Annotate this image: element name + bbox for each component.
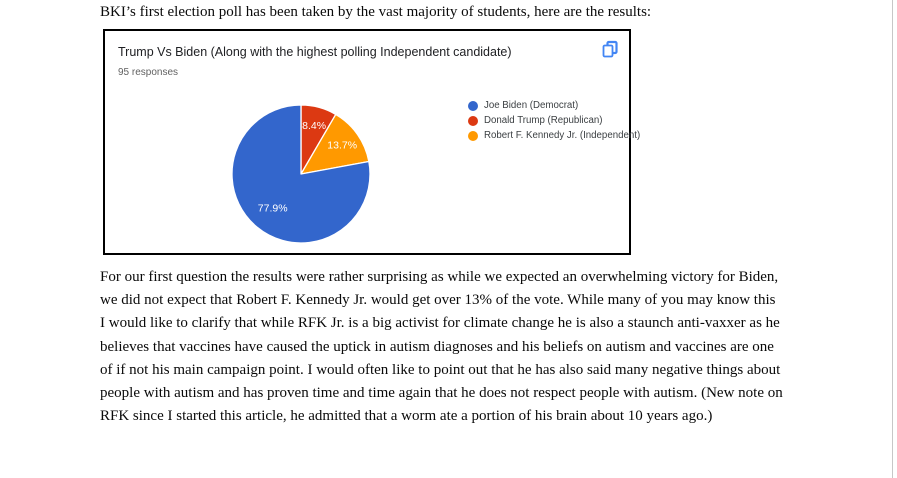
legend-dot-trump xyxy=(468,116,478,126)
legend-dot-biden xyxy=(468,101,478,111)
page-edge-line xyxy=(892,0,893,478)
copy-chart-button[interactable] xyxy=(599,39,621,61)
poll-chart-card: Trump Vs Biden (Along with the highest p… xyxy=(103,29,640,255)
legend-dot-rfk xyxy=(468,131,478,141)
legend-item-biden: Joe Biden (Democrat) xyxy=(468,101,640,111)
copy-icon xyxy=(602,40,618,58)
pie-slice-label: 13.7% xyxy=(327,140,357,152)
pie-slice-label: 8.4% xyxy=(302,120,326,132)
pie-slice xyxy=(231,104,371,244)
pie-chart: 8.4%13.7% 77.9% xyxy=(231,104,371,244)
pie-slice-label: 77.9% xyxy=(258,202,288,214)
intro-text: BKI’s first election poll has been taken… xyxy=(100,4,652,20)
legend-label-trump: Donald Trump (Republican) xyxy=(484,115,603,126)
legend-label-rfk: Robert F. Kennedy Jr. (Independent) xyxy=(484,130,641,141)
responses-count: 95 responses xyxy=(118,67,179,78)
legend-item-trump: Donald Trump (Republican) xyxy=(468,116,640,126)
chart-title: Trump Vs Biden (Along with the highest p… xyxy=(118,45,512,59)
chart-legend: Joe Biden (Democrat) Donald Trump (Repub… xyxy=(468,101,640,141)
body-paragraph: For our first question the results were … xyxy=(100,269,783,425)
legend-item-rfk: Robert F. Kennedy Jr. (Independent) xyxy=(468,131,640,141)
pie-slice xyxy=(300,113,370,175)
legend-label-biden: Joe Biden (Democrat) xyxy=(484,100,579,111)
